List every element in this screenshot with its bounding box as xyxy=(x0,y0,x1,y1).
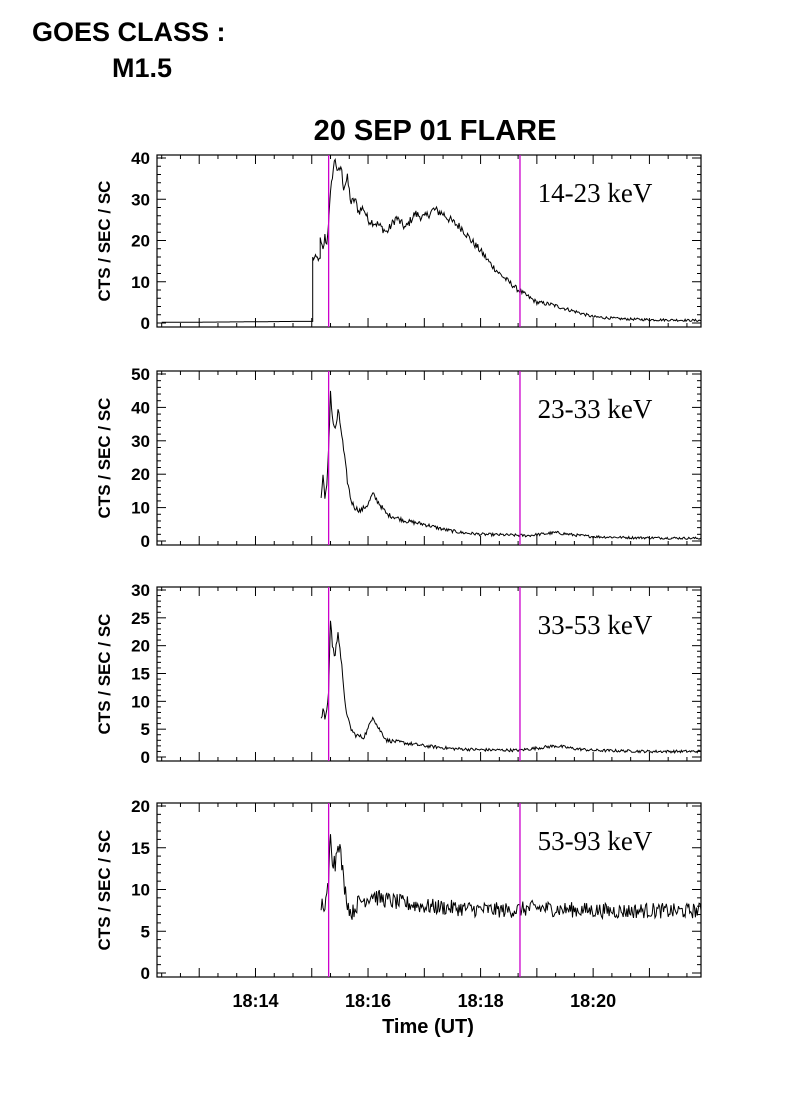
lightcurve-trace xyxy=(161,158,701,323)
y-tick-label: 0 xyxy=(141,532,150,551)
goes-class-label: GOES CLASS : xyxy=(32,17,226,47)
y-tick-label: 5 xyxy=(141,720,150,739)
x-axis-label: Time (UT) xyxy=(382,1016,474,1038)
y-tick-label: 20 xyxy=(131,465,150,484)
lightcurve-trace xyxy=(320,834,702,921)
y-tick-label: 20 xyxy=(131,232,150,251)
chart-title: 20 SEP 01 FLARE xyxy=(314,115,557,147)
y-tick-label: 0 xyxy=(141,748,150,767)
y-axis-label: CTS / SEC / SC xyxy=(95,614,114,735)
panel-4: 0 5 10 15 20 CTS / SEC / SC 53-93 keV xyxy=(95,797,702,983)
y-tick-label: 10 xyxy=(131,881,150,900)
x-tick-label: 18:16 xyxy=(345,991,391,1011)
y-tick-label: 25 xyxy=(131,609,150,628)
y-tick-label: 40 xyxy=(131,398,150,417)
y-tick-label: 20 xyxy=(131,637,150,656)
panel-frame xyxy=(156,370,702,546)
y-tick-label: 50 xyxy=(131,365,150,384)
y-axis-label: CTS / SEC / SC xyxy=(95,398,114,519)
goes-class-value: M1.5 xyxy=(112,53,172,83)
lightcurve-trace xyxy=(320,620,702,754)
series-label: 53-93 keV xyxy=(538,826,653,856)
series-label: 33-53 keV xyxy=(538,610,653,640)
y-tick-label: 20 xyxy=(131,797,150,816)
y-tick-label: 40 xyxy=(131,149,150,168)
y-tick-label: 30 xyxy=(131,190,150,209)
lightcurve-trace xyxy=(320,390,702,540)
x-tick-label: 18:20 xyxy=(570,991,616,1011)
panel-2: 0 10 20 30 40 50 CTS / SEC / SC 23-33 keV xyxy=(95,365,702,551)
series-label: 23-33 keV xyxy=(538,394,653,424)
panels-group: 0 10 20 30 40 CTS / SEC / SC 14-23 keV 0 10 20 30 4… xyxy=(95,149,702,1011)
y-tick-label: 0 xyxy=(141,314,150,333)
y-tick-label: 15 xyxy=(131,665,150,684)
x-tick-label: 18:14 xyxy=(232,991,278,1011)
y-tick-label: 30 xyxy=(131,432,150,451)
panel-3: 0 5 10 15 20 25 30 CTS / SEC / SC 33-53 keV xyxy=(95,581,702,767)
y-tick-label: 5 xyxy=(141,922,150,941)
y-tick-label: 10 xyxy=(131,692,150,711)
series-label: 14-23 keV xyxy=(538,178,653,208)
y-tick-label: 0 xyxy=(141,964,150,983)
y-tick-label: 15 xyxy=(131,839,150,858)
y-axis-label: CTS / SEC / SC xyxy=(95,830,114,951)
y-tick-label: 10 xyxy=(131,499,150,518)
y-tick-label: 30 xyxy=(131,581,150,600)
panel-1: 0 10 20 30 40 CTS / SEC / SC 14-23 keV xyxy=(95,149,702,333)
y-axis-label: CTS / SEC / SC xyxy=(95,181,114,302)
y-tick-label: 10 xyxy=(131,273,150,292)
x-tick-label: 18:18 xyxy=(458,991,504,1011)
